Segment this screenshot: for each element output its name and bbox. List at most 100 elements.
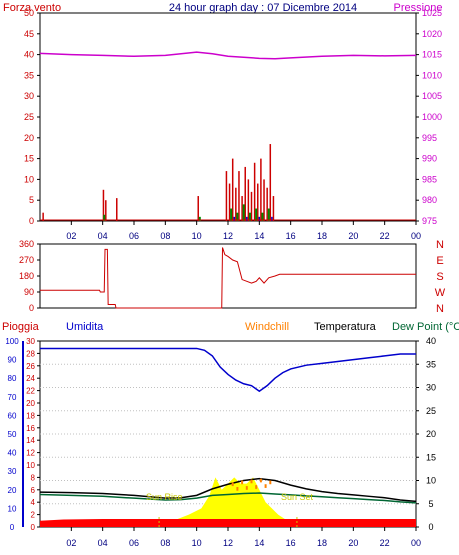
sun-rise-label: Sun Rise — [146, 492, 183, 502]
direction-axis-tick-label: 270 — [19, 255, 34, 265]
pressure-axis-tick-label: 985 — [422, 174, 437, 184]
compass-label: N — [436, 239, 444, 251]
wind-axis-tick-label: 50 — [24, 8, 34, 18]
temperature-line — [39, 477, 417, 503]
humidity-axis-tick-label: 0 — [10, 523, 15, 532]
direction-axis-tick-label: 360 — [19, 239, 34, 249]
time-axis-tick-label: 10 — [192, 231, 202, 241]
time-axis-tick-label: 12 — [223, 231, 233, 241]
time-axis-tick-label: 22 — [380, 538, 390, 548]
time-axis-tick-label: 20 — [348, 538, 358, 548]
temperature-axis-tick-label: 35 — [426, 359, 436, 369]
rain-axis-tick-label: 8 — [31, 473, 36, 482]
rain-axis-tick-label: 24 — [26, 374, 35, 383]
humidity-axis-title: Umidita — [66, 321, 104, 333]
time-axis-tick-label: 18 — [317, 231, 327, 241]
humidity-axis-tick-label: 20 — [8, 486, 17, 495]
rain-area — [40, 518, 416, 527]
temperature-axis-tick-label: 15 — [426, 452, 436, 462]
time-axis-tick-label: 02 — [66, 231, 76, 241]
dewpoint-line — [39, 492, 417, 504]
wind-axis-tick-label: 25 — [24, 112, 34, 122]
pressure-axis-tick-label: 1015 — [422, 50, 442, 60]
temperature-legend: Temperatura — [314, 321, 377, 333]
wind-axis-title: Forza vento — [3, 2, 61, 14]
compass-label: S — [436, 271, 443, 283]
pressure-axis-tick-label: 1010 — [422, 70, 442, 80]
time-axis-tick-label: 08 — [160, 538, 170, 548]
time-axis-tick-label: 08 — [160, 231, 170, 241]
rain-axis-tick-label: 18 — [26, 411, 35, 420]
time-axis-tick-label: 04 — [98, 231, 108, 241]
time-axis-tick-label: 06 — [129, 231, 139, 241]
compass-label: W — [435, 287, 446, 299]
pressure-axis-tick-label: 980 — [422, 195, 437, 205]
rain-axis-tick-label: 14 — [26, 436, 35, 445]
time-axis-tick-label: 04 — [98, 538, 108, 548]
rain-axis-tick-label: 0 — [31, 523, 36, 532]
time-axis-tick-label: 00 — [411, 538, 421, 548]
humidity-axis-tick-label: 50 — [8, 430, 17, 439]
pressure-axis-tick-label: 1020 — [422, 29, 442, 39]
wind-direction-line — [40, 247, 416, 309]
direction-axis-tick-label: 0 — [29, 303, 34, 313]
rain-axis-tick-label: 4 — [31, 498, 36, 507]
wind-axis-tick-label: 20 — [24, 133, 34, 143]
wind-axis-tick-label: 15 — [24, 154, 34, 164]
time-axis-tick-label: 14 — [254, 538, 264, 548]
humidity-axis-tick-label: 30 — [8, 467, 17, 476]
time-axis-tick-label: 20 — [348, 231, 358, 241]
temperature-axis-tick-label: 10 — [426, 476, 436, 486]
wind-axis-tick-label: 45 — [24, 29, 34, 39]
rain-axis-tick-label: 22 — [26, 387, 35, 396]
pressure-axis-tick-label: 995 — [422, 133, 437, 143]
wind-direction-frame — [39, 243, 417, 309]
temperature-axis-tick-label: 5 — [428, 499, 433, 509]
rain-axis-title: Pioggia — [2, 321, 40, 333]
wind-axis-tick-label: 35 — [24, 70, 34, 80]
pressure-axis-tick-label: 975 — [422, 216, 437, 226]
compass-label: N — [436, 303, 444, 315]
direction-axis-tick-label: 90 — [24, 287, 34, 297]
humidity-axis-tick-label: 70 — [8, 393, 17, 402]
rain-axis-tick-label: 10 — [26, 461, 35, 470]
rain-axis-tick-label: 12 — [26, 449, 35, 458]
solar-area — [162, 477, 299, 527]
rain-axis-tick-label: 26 — [26, 362, 35, 371]
windchill-legend: Windchill — [245, 321, 289, 333]
compass-label: E — [436, 255, 443, 267]
time-axis-tick-label: 16 — [286, 231, 296, 241]
pressure-axis-title: Pressione — [394, 2, 443, 14]
wind-axis-tick-label: 30 — [24, 91, 34, 101]
rain-axis-tick-label: 28 — [26, 349, 35, 358]
wind-axis-tick-label: 5 — [29, 195, 34, 205]
humidity-axis-tick-label: 60 — [8, 411, 17, 420]
temperature-axis-tick-label: 25 — [426, 406, 436, 416]
pressure-axis-tick-label: 1025 — [422, 8, 442, 18]
temperature-axis-tick-label: 20 — [426, 429, 436, 439]
direction-axis-tick-label: 180 — [19, 271, 34, 281]
rain-axis-tick-label: 30 — [26, 337, 35, 346]
time-axis-tick-label: 10 — [192, 538, 202, 548]
time-axis-tick-label: 18 — [317, 538, 327, 548]
pressure-axis-tick-label: 1005 — [422, 91, 442, 101]
humidity-axis-tick-label: 80 — [8, 374, 17, 383]
sun-set-label: Sun Set — [281, 492, 314, 502]
temperature-axis-tick-label: 40 — [426, 336, 436, 346]
rain-axis-tick-label: 2 — [31, 511, 36, 520]
humidity-axis-tick-label: 10 — [8, 504, 17, 513]
time-axis-tick-label: 22 — [380, 231, 390, 241]
pressure-axis-tick-label: 1000 — [422, 112, 442, 122]
pressure-axis-tick-label: 990 — [422, 154, 437, 164]
wind-axis-tick-label: 40 — [24, 50, 34, 60]
graph-title: 24 hour graph day : 07 Dicembre 2014 — [169, 2, 357, 14]
time-axis-tick-label: 06 — [129, 538, 139, 548]
time-axis-tick-label: 16 — [286, 538, 296, 548]
humidity-axis-tick-label: 40 — [8, 449, 17, 458]
time-axis-tick-label: 00 — [411, 231, 421, 241]
humidity-axis-tick-label: 100 — [5, 337, 19, 346]
wind-axis-tick-label: 0 — [29, 216, 34, 226]
wind-pressure-frame — [39, 12, 417, 222]
